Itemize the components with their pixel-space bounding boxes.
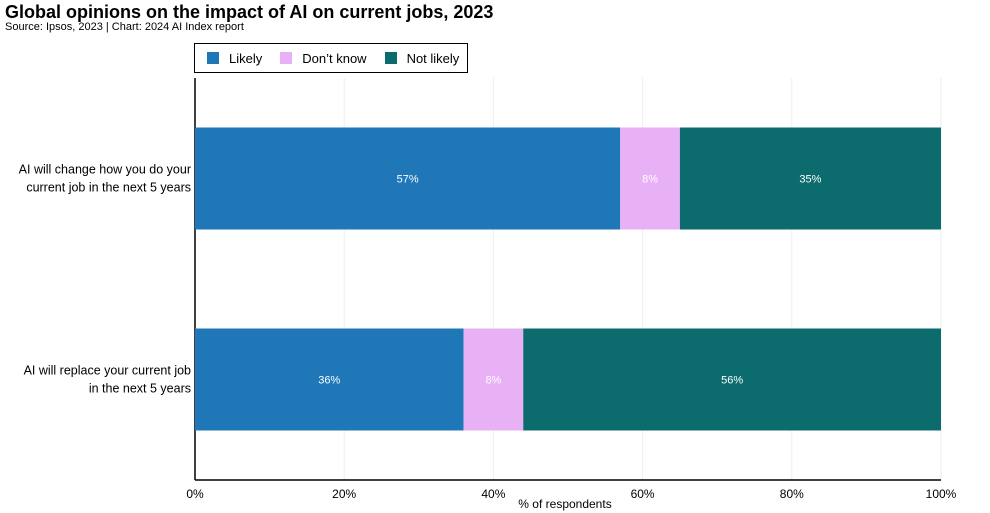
chart-source: Source: Ipsos, 2023 | Chart: 2024 AI Ind…	[5, 21, 244, 33]
bar-value-label: 35%	[799, 174, 821, 186]
x-tick-label: 0%	[186, 487, 204, 501]
bar-value-label: 56%	[721, 375, 743, 387]
legend-item-likely: Likely	[207, 51, 262, 66]
legend-label-not-likely: Not likely	[406, 50, 460, 66]
legend-swatch-not-likely	[384, 52, 397, 64]
bar-segment	[620, 127, 680, 230]
bar-segment	[195, 328, 464, 431]
bar-segment	[195, 127, 621, 230]
y-category-label: AI will change how you do your	[19, 163, 191, 177]
bar-segment	[463, 328, 524, 431]
bar-value-label: 57%	[397, 174, 419, 186]
y-category-label: in the next 5 years	[89, 382, 191, 396]
x-axis-title: % of respondents	[518, 497, 611, 511]
y-category-label: current job in the next 5 years	[26, 181, 191, 195]
x-tick-label: 40%	[481, 487, 505, 501]
y-category-label: AI will replace your current job	[24, 364, 191, 378]
x-tick-label: 100%	[926, 487, 957, 501]
chart-title: Global opinions on the impact of AI on c…	[5, 2, 494, 22]
bar-segment	[679, 127, 941, 230]
legend-item-not-likely: Not likely	[384, 50, 460, 66]
bar-value-label: 8%	[485, 375, 501, 387]
x-tick-label: 60%	[631, 487, 655, 501]
bar-value-label: 8%	[642, 174, 658, 186]
legend-swatch-dont-know	[280, 52, 293, 64]
bar-segment	[523, 328, 941, 431]
legend-swatch-likely	[207, 52, 219, 64]
bar-value-label: 36%	[318, 375, 340, 387]
legend-item-dont-know: Don’t know	[280, 50, 367, 66]
x-tick-label: 20%	[332, 487, 356, 501]
legend: Likely Don’t know Not likely	[194, 43, 469, 73]
x-tick-label: 80%	[780, 487, 804, 501]
legend-label-dont-know: Don’t know	[302, 50, 367, 66]
legend-label-likely: Likely	[229, 50, 263, 66]
